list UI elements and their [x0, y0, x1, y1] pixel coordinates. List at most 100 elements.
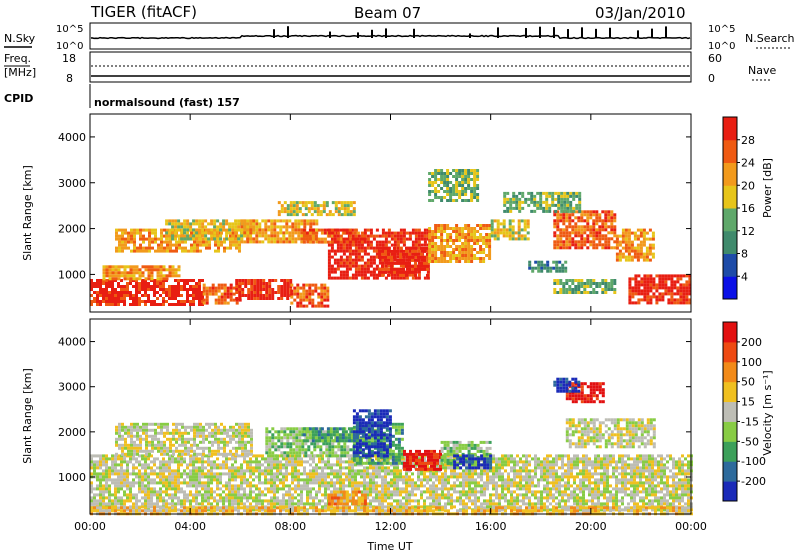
data-cell — [105, 487, 108, 491]
data-cell — [217, 249, 220, 253]
data-cell — [183, 225, 187, 229]
data-cell — [126, 484, 129, 488]
data-cell — [363, 475, 366, 479]
data-cell — [123, 490, 126, 494]
data-cell — [464, 257, 468, 260]
data-cell — [317, 304, 321, 308]
data-cell — [333, 234, 337, 238]
data-cell — [363, 237, 367, 241]
data-cell — [572, 206, 576, 210]
data-cell — [556, 237, 560, 241]
data-cell — [165, 490, 168, 494]
data-cell — [428, 227, 432, 230]
data-cell — [192, 466, 195, 470]
data-cell — [321, 472, 324, 476]
data-cell — [90, 457, 93, 461]
data-cell — [327, 231, 331, 235]
data-cell — [381, 499, 384, 503]
data-cell — [640, 283, 644, 287]
data-cell — [405, 258, 409, 262]
data-cell — [568, 240, 572, 244]
data-cell — [345, 228, 349, 232]
data-cell — [574, 210, 578, 214]
data-cell — [141, 505, 144, 509]
data-cell — [621, 231, 625, 235]
data-cell — [664, 283, 668, 287]
data-cell — [246, 484, 249, 488]
data-cell — [408, 484, 411, 488]
data-cell — [405, 270, 408, 274]
data-cell — [458, 193, 462, 196]
data-cell — [90, 282, 93, 285]
data-cell — [157, 249, 160, 253]
data-cell — [225, 219, 229, 223]
data-cell — [220, 283, 224, 287]
data-cell — [294, 237, 298, 241]
data-cell — [204, 466, 207, 470]
data-cell — [568, 291, 572, 294]
data-cell — [565, 234, 569, 238]
data-cell — [108, 475, 111, 479]
data-cell — [688, 301, 692, 305]
data-cell — [156, 505, 159, 509]
data-cell — [560, 197, 564, 201]
data-cell — [174, 478, 177, 482]
data-cell — [399, 237, 403, 241]
data-cell — [147, 457, 150, 461]
data-cell — [276, 469, 279, 473]
data-cell — [147, 481, 150, 485]
data-cell — [303, 222, 307, 226]
data-cell — [217, 240, 220, 244]
data-cell — [156, 279, 159, 282]
data-cell — [564, 266, 568, 270]
data-cell — [105, 469, 108, 473]
data-cell — [548, 206, 552, 210]
data-cell — [193, 249, 196, 253]
data-cell — [559, 246, 563, 250]
data-cell — [231, 457, 234, 461]
data-cell — [159, 478, 162, 482]
data-cell — [126, 288, 129, 291]
data-cell — [135, 466, 138, 470]
data-cell — [279, 481, 282, 485]
data-cell — [440, 199, 444, 202]
data-cell — [123, 481, 126, 485]
data-cell — [592, 240, 596, 244]
data-cell — [228, 466, 231, 470]
data-cell — [205, 243, 208, 247]
data-cell — [190, 231, 193, 235]
data-cell — [160, 240, 163, 244]
data-cell — [557, 197, 561, 201]
data-cell — [124, 246, 127, 250]
data-cell — [336, 460, 339, 464]
data-cell — [571, 225, 575, 229]
data-cell — [444, 472, 447, 476]
data-cell — [354, 475, 357, 479]
data-cell — [643, 295, 647, 299]
data-cell — [679, 286, 683, 290]
data-cell — [258, 490, 261, 494]
colorbar-tick-label: 4 — [741, 270, 748, 283]
data-cell — [302, 234, 306, 238]
data-cell — [464, 251, 468, 254]
data-cell — [195, 219, 199, 223]
data-cell — [160, 249, 163, 253]
data-cell — [402, 255, 406, 259]
data-cell — [449, 199, 453, 202]
data-cell — [432, 490, 435, 494]
data-cell — [223, 301, 227, 305]
data-cell — [615, 243, 619, 247]
data-cell — [198, 288, 201, 291]
data-cell — [231, 472, 234, 476]
data-cell — [384, 478, 387, 482]
data-cell — [637, 286, 641, 290]
data-cell — [381, 481, 384, 485]
data-cell — [127, 246, 130, 250]
data-cell — [124, 231, 127, 235]
data-cell — [153, 472, 156, 476]
data-cell — [378, 496, 381, 500]
data-cell — [348, 258, 352, 262]
data-cell — [228, 222, 232, 226]
data-cell — [129, 271, 133, 275]
data-cell — [93, 499, 96, 503]
